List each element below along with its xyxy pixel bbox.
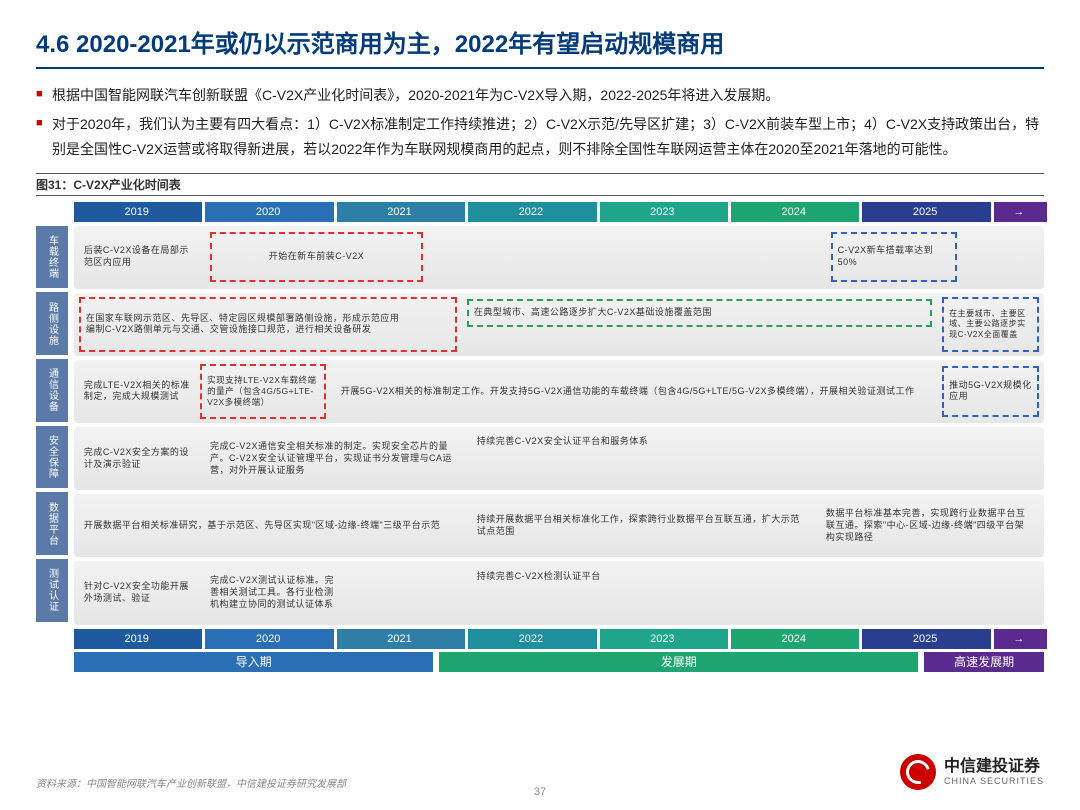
year-2022: 2022 [468, 629, 593, 649]
cell-r0-c2: C-V2X新车搭载率达到50% [831, 232, 957, 283]
year-→: → [994, 202, 1044, 222]
year-row-bottom: 2019 2020 2021 2022 2023 2024 2025 → [74, 629, 1044, 649]
cell-r1-c0: 在国家车联网示范区、先导区、特定园区规模部署路侧设施，形成示范应用 编制C-V2… [79, 297, 457, 353]
year-2022: 2022 [468, 202, 593, 222]
cell-r4-c1: 持续开展数据平台相关标准化工作，探索跨行业数据平台互联互通，扩大示范试点范围 [472, 511, 812, 540]
phase-fast: 高速发展期 [924, 652, 1044, 672]
cell-r2-c2: 开展5G-V2X相关的标准制定工作。开发支持5G-V2X通信功能的车载终端（包含… [336, 383, 928, 401]
logo: 中信建投证券 CHINA SECURITIES [900, 754, 1044, 790]
row-label-3: 安全保障 [36, 426, 68, 493]
cell-r5-c1: 完成C-V2X测试认证标准。完善相关测试工具。各行业检测机构建立协同的测试认证体… [205, 572, 341, 613]
row-label-0: 车载终端 [36, 226, 68, 293]
bullet-2: 对于2020年，我们认为主要有四大看点：1）C-V2X标准制定工作持续推进；2）… [36, 112, 1044, 162]
year-2021: 2021 [337, 202, 462, 222]
year-2019: 2019 [74, 202, 199, 222]
year-2024: 2024 [731, 202, 856, 222]
slide-title: 4.6 2020-2021年或仍以示范商用为主，2022年有望启动规模商用 [36, 24, 1044, 69]
bullet-1: 根据中国智能网联汽车创新联盟《C-V2X产业化时间表》，2020-2021年为C… [36, 83, 1044, 108]
bullet-list: 根据中国智能网联汽车创新联盟《C-V2X产业化时间表》，2020-2021年为C… [36, 83, 1044, 163]
cell-r3-c0: 完成C-V2X安全方案的设计及演示验证 [79, 444, 195, 473]
year-row-top: 2019 2020 2021 2022 2023 2024 2025 → [74, 202, 1044, 222]
source-text: 资料来源：中国智能网联汽车产业创新联盟，中信建投证券研究发展部 [36, 775, 346, 790]
logo-cn: 中信建投证券 [944, 758, 1044, 776]
row-roadside: 在国家车联网示范区、先导区、特定园区规模部署路侧设施，形成示范应用 编制C-V2… [74, 293, 1044, 356]
timeline-chart: 车载终端 路侧设施 通信设备 安全保障 数据平台 测试认证 2019202020… [36, 202, 1044, 672]
row-test: 针对C-V2X安全功能开展外场测试、验证 完成C-V2X测试认证标准。完善相关测… [74, 561, 1044, 624]
cell-r3-c2: 持续完善C-V2X安全认证平台和服务体系 [472, 433, 957, 451]
cell-r2-c1: 实现支持LTE-V2X车载终端的量产（包含4G/5G+LTE-V2X多模终端） [200, 364, 326, 420]
year-2025: 2025 [862, 202, 987, 222]
row-comm: 完成LTE-V2X相关的标准制定，完成大规模测试 实现支持LTE-V2X车载终端… [74, 360, 1044, 423]
year-2021: 2021 [337, 629, 462, 649]
cell-r3-c1: 完成C-V2X通信安全相关标准的制定。实现安全芯片的量产。C-V2X安全认证管理… [205, 438, 457, 479]
cell-r0-c1: 开始在新车前装C-V2X [210, 232, 423, 283]
year-→: → [994, 629, 1044, 649]
logo-icon [900, 754, 936, 790]
page-number: 37 [534, 786, 546, 798]
row-label-5: 测试认证 [36, 559, 68, 626]
row-data: 开展数据平台相关标准研究，基于示范区、先导区实现"区域-边缘-终端"三级平台示范… [74, 494, 1044, 557]
row-label-2: 通信设备 [36, 359, 68, 426]
year-2025: 2025 [862, 629, 987, 649]
phase-intro: 导入期 [74, 652, 433, 672]
footer: 资料来源：中国智能网联汽车产业创新联盟，中信建投证券研究发展部 中信建投证券 C… [36, 754, 1044, 790]
cell-r5-c0: 针对C-V2X安全功能开展外场测试、验证 [79, 578, 195, 607]
year-2023: 2023 [600, 629, 725, 649]
cell-r2-c0: 完成LTE-V2X相关的标准制定，完成大规模测试 [79, 377, 195, 406]
phase-row: 导入期 发展期 高速发展期 [74, 652, 1044, 672]
cell-r4-c2: 数据平台标准基本完善，实现跨行业数据平台互联互通。探索"中心-区域-边缘-终端"… [821, 505, 1034, 546]
year-2020: 2020 [205, 629, 330, 649]
row-label-4: 数据平台 [36, 492, 68, 559]
year-2019: 2019 [74, 629, 199, 649]
row-labels: 车载终端 路侧设施 通信设备 安全保障 数据平台 测试认证 [36, 226, 68, 626]
year-2024: 2024 [731, 629, 856, 649]
cell-r1-c1: 在典型城市、高速公路逐步扩大C-V2X基础设施覆盖范围 [467, 299, 933, 327]
logo-en: CHINA SECURITIES [944, 776, 1044, 786]
row-label-1: 路侧设施 [36, 292, 68, 359]
phase-dev: 发展期 [439, 652, 918, 672]
timeline-grid: 2019 2020 2021 2022 2023 2024 2025 → 后装C-V2X设备在… [74, 202, 1044, 672]
year-2023: 2023 [600, 202, 725, 222]
row-security: 完成C-V2X安全方案的设计及演示验证 完成C-V2X通信安全相关标准的制定。实… [74, 427, 1044, 490]
figure-label: 图31：C-V2X产业化时间表 [36, 173, 1044, 196]
cell-r1-c2: 在主要城市、主要区域、主要公路逐步实现C-V2X全面覆盖 [942, 297, 1039, 353]
cell-r5-c2: 持续完善C-V2X检测认证平台 [472, 568, 957, 586]
content-rows: 后装C-V2X设备在局部示范区内应用 开始在新车前装C-V2X C-V2X新车搭… [74, 226, 1044, 625]
cell-r4-c0: 开展数据平台相关标准研究，基于示范区、先导区实现"区域-边缘-终端"三级平台示范 [79, 517, 457, 535]
year-2020: 2020 [205, 202, 330, 222]
cell-r0-c0: 后装C-V2X设备在局部示范区内应用 [79, 242, 195, 271]
cell-r2-c3: 推动5G-V2X规模化应用 [942, 366, 1039, 417]
row-vehicle: 后装C-V2X设备在局部示范区内应用 开始在新车前装C-V2X C-V2X新车搭… [74, 226, 1044, 289]
